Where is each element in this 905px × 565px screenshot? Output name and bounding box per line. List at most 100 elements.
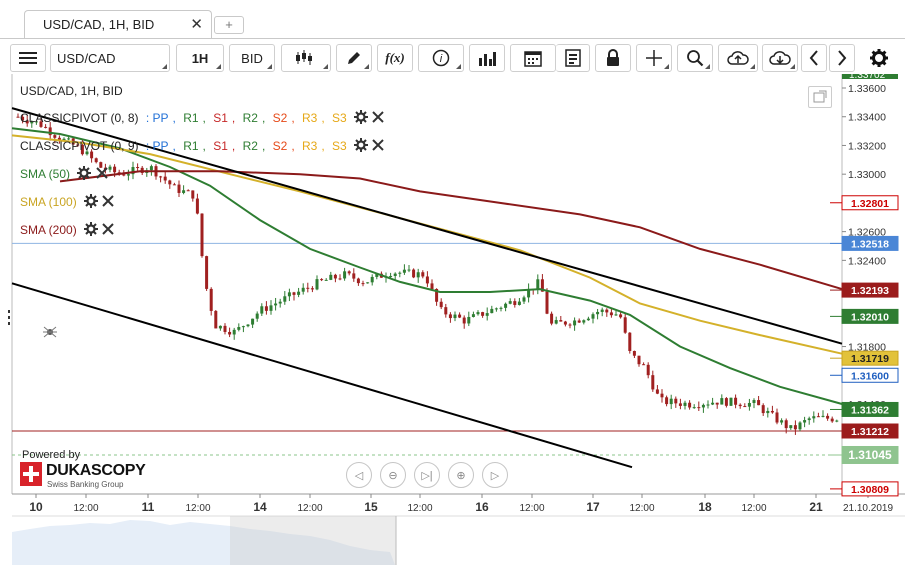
- candle-up: [416, 272, 420, 278]
- chart-area[interactable]: 1.33600 1.33400 1.33200 1.33000 1.32600 1.324…: [0, 70, 905, 565]
- crosshair-button[interactable]: [636, 44, 672, 72]
- gear-icon[interactable]: [354, 110, 369, 124]
- candle-up: [126, 174, 130, 176]
- candle-up: [251, 318, 255, 325]
- dropdown-triangle-icon: [216, 64, 221, 69]
- zoom-button[interactable]: [677, 44, 713, 72]
- pivot-1-s3: S3: [332, 111, 347, 125]
- candle-down: [205, 256, 209, 289]
- period-selector[interactable]: 1H: [176, 44, 224, 72]
- close-icon[interactable]: [101, 222, 115, 236]
- candle-down: [665, 397, 669, 405]
- close-icon[interactable]: [371, 110, 385, 124]
- prev-button[interactable]: [801, 44, 827, 72]
- candle-down: [458, 314, 462, 318]
- menu-button[interactable]: [10, 44, 46, 72]
- zoom-in-button[interactable]: ⊕: [448, 462, 474, 488]
- instrument-selector[interactable]: USD/CAD: [50, 44, 170, 72]
- panel-handle-icon[interactable]: [6, 310, 12, 326]
- time-tick-label: 12:00: [741, 503, 766, 514]
- report-button[interactable]: [556, 44, 590, 72]
- candle-up: [600, 309, 604, 312]
- candle-up: [720, 398, 724, 405]
- candle-down: [439, 301, 443, 308]
- candle-down: [347, 271, 351, 274]
- gear-icon[interactable]: [84, 222, 99, 236]
- candle-up: [283, 296, 287, 302]
- candle-down: [306, 287, 310, 289]
- candle-down: [80, 144, 84, 155]
- scroll-left-button[interactable]: ◁: [346, 462, 372, 488]
- info-icon: i: [432, 49, 450, 67]
- legend-pivot-2: CLASSICPIVOT (0, 9) : PP, R1, S1, R2, S2…: [20, 138, 385, 153]
- calendar-button[interactable]: [510, 44, 556, 72]
- overview-navigator[interactable]: [12, 516, 397, 565]
- dukascopy-logo: DUKASCOPY Swiss Banking Group: [20, 462, 146, 490]
- candle-up: [30, 122, 34, 124]
- candle-down: [99, 162, 103, 168]
- chart-tab[interactable]: USD/CAD, 1H, BID ✕: [24, 10, 212, 38]
- lower-trend-line[interactable]: [11, 282, 633, 469]
- candle-down: [39, 121, 43, 127]
- close-icon[interactable]: [371, 138, 385, 152]
- candle-up: [149, 166, 153, 171]
- candle-type-button[interactable]: [281, 44, 331, 72]
- candle-up: [614, 314, 618, 316]
- candle-down: [784, 420, 788, 429]
- candle-down: [214, 310, 218, 329]
- close-icon[interactable]: [95, 166, 109, 180]
- scroll-right-button[interactable]: ▷: [482, 462, 508, 488]
- spider-icon[interactable]: [42, 324, 58, 340]
- settings-button[interactable]: [862, 44, 896, 72]
- draw-button[interactable]: [336, 44, 372, 72]
- close-tab-icon[interactable]: ✕: [190, 16, 203, 33]
- candle-up: [490, 308, 494, 314]
- info-button[interactable]: i: [418, 44, 464, 72]
- price-tag: [841, 423, 899, 439]
- gear-icon[interactable]: [84, 194, 99, 208]
- candle-down: [44, 126, 48, 128]
- candle-down: [191, 190, 195, 199]
- lock-button[interactable]: [595, 44, 631, 72]
- add-tab-button[interactable]: +: [214, 16, 244, 34]
- candle-up: [246, 324, 250, 327]
- volume-bars-icon: [479, 52, 496, 66]
- candle-down: [200, 213, 204, 257]
- candle-up: [803, 420, 807, 423]
- gear-icon[interactable]: [77, 166, 92, 180]
- pivot-2-r1: R1,: [183, 139, 206, 153]
- candle-up: [467, 316, 471, 324]
- candle-up: [582, 320, 586, 323]
- candle-up: [504, 303, 508, 308]
- pivot-1-r1: R1,: [183, 111, 206, 125]
- price-chart[interactable]: 1.33600 1.33400 1.33200 1.33000 1.32600 1.324…: [0, 70, 905, 565]
- price-tag: [841, 481, 899, 497]
- download-button[interactable]: [762, 44, 798, 72]
- upload-button[interactable]: [718, 44, 758, 72]
- zoom-out-button[interactable]: ⊖: [380, 462, 406, 488]
- upper-trend-line[interactable]: [11, 107, 843, 345]
- gear-icon[interactable]: [354, 138, 369, 152]
- volume-button[interactable]: [469, 44, 505, 72]
- candle-up: [398, 272, 402, 274]
- candle-down: [605, 309, 609, 313]
- next-button[interactable]: [829, 44, 855, 72]
- side-selector[interactable]: BID: [229, 44, 275, 72]
- overview-window[interactable]: [230, 516, 396, 565]
- close-icon[interactable]: [101, 194, 115, 208]
- scroll-end-button[interactable]: ▷|: [414, 462, 440, 488]
- candle-down: [793, 425, 797, 430]
- candle-down: [333, 274, 337, 279]
- expand-chart-button[interactable]: [808, 86, 832, 108]
- price-tag-label: 1.31362: [851, 404, 889, 416]
- price-tag-label: 1.32518: [851, 238, 889, 250]
- candle-down: [563, 321, 567, 325]
- pivot-2-s2: S2,: [272, 139, 295, 153]
- function-icon: f(x): [385, 50, 405, 65]
- side-value: BID: [241, 50, 263, 66]
- price-tag: [841, 367, 899, 383]
- indicators-button[interactable]: f(x): [377, 44, 413, 72]
- candle-down: [770, 410, 774, 413]
- candle-down: [678, 403, 682, 406]
- time-tick-label: 15: [364, 500, 378, 514]
